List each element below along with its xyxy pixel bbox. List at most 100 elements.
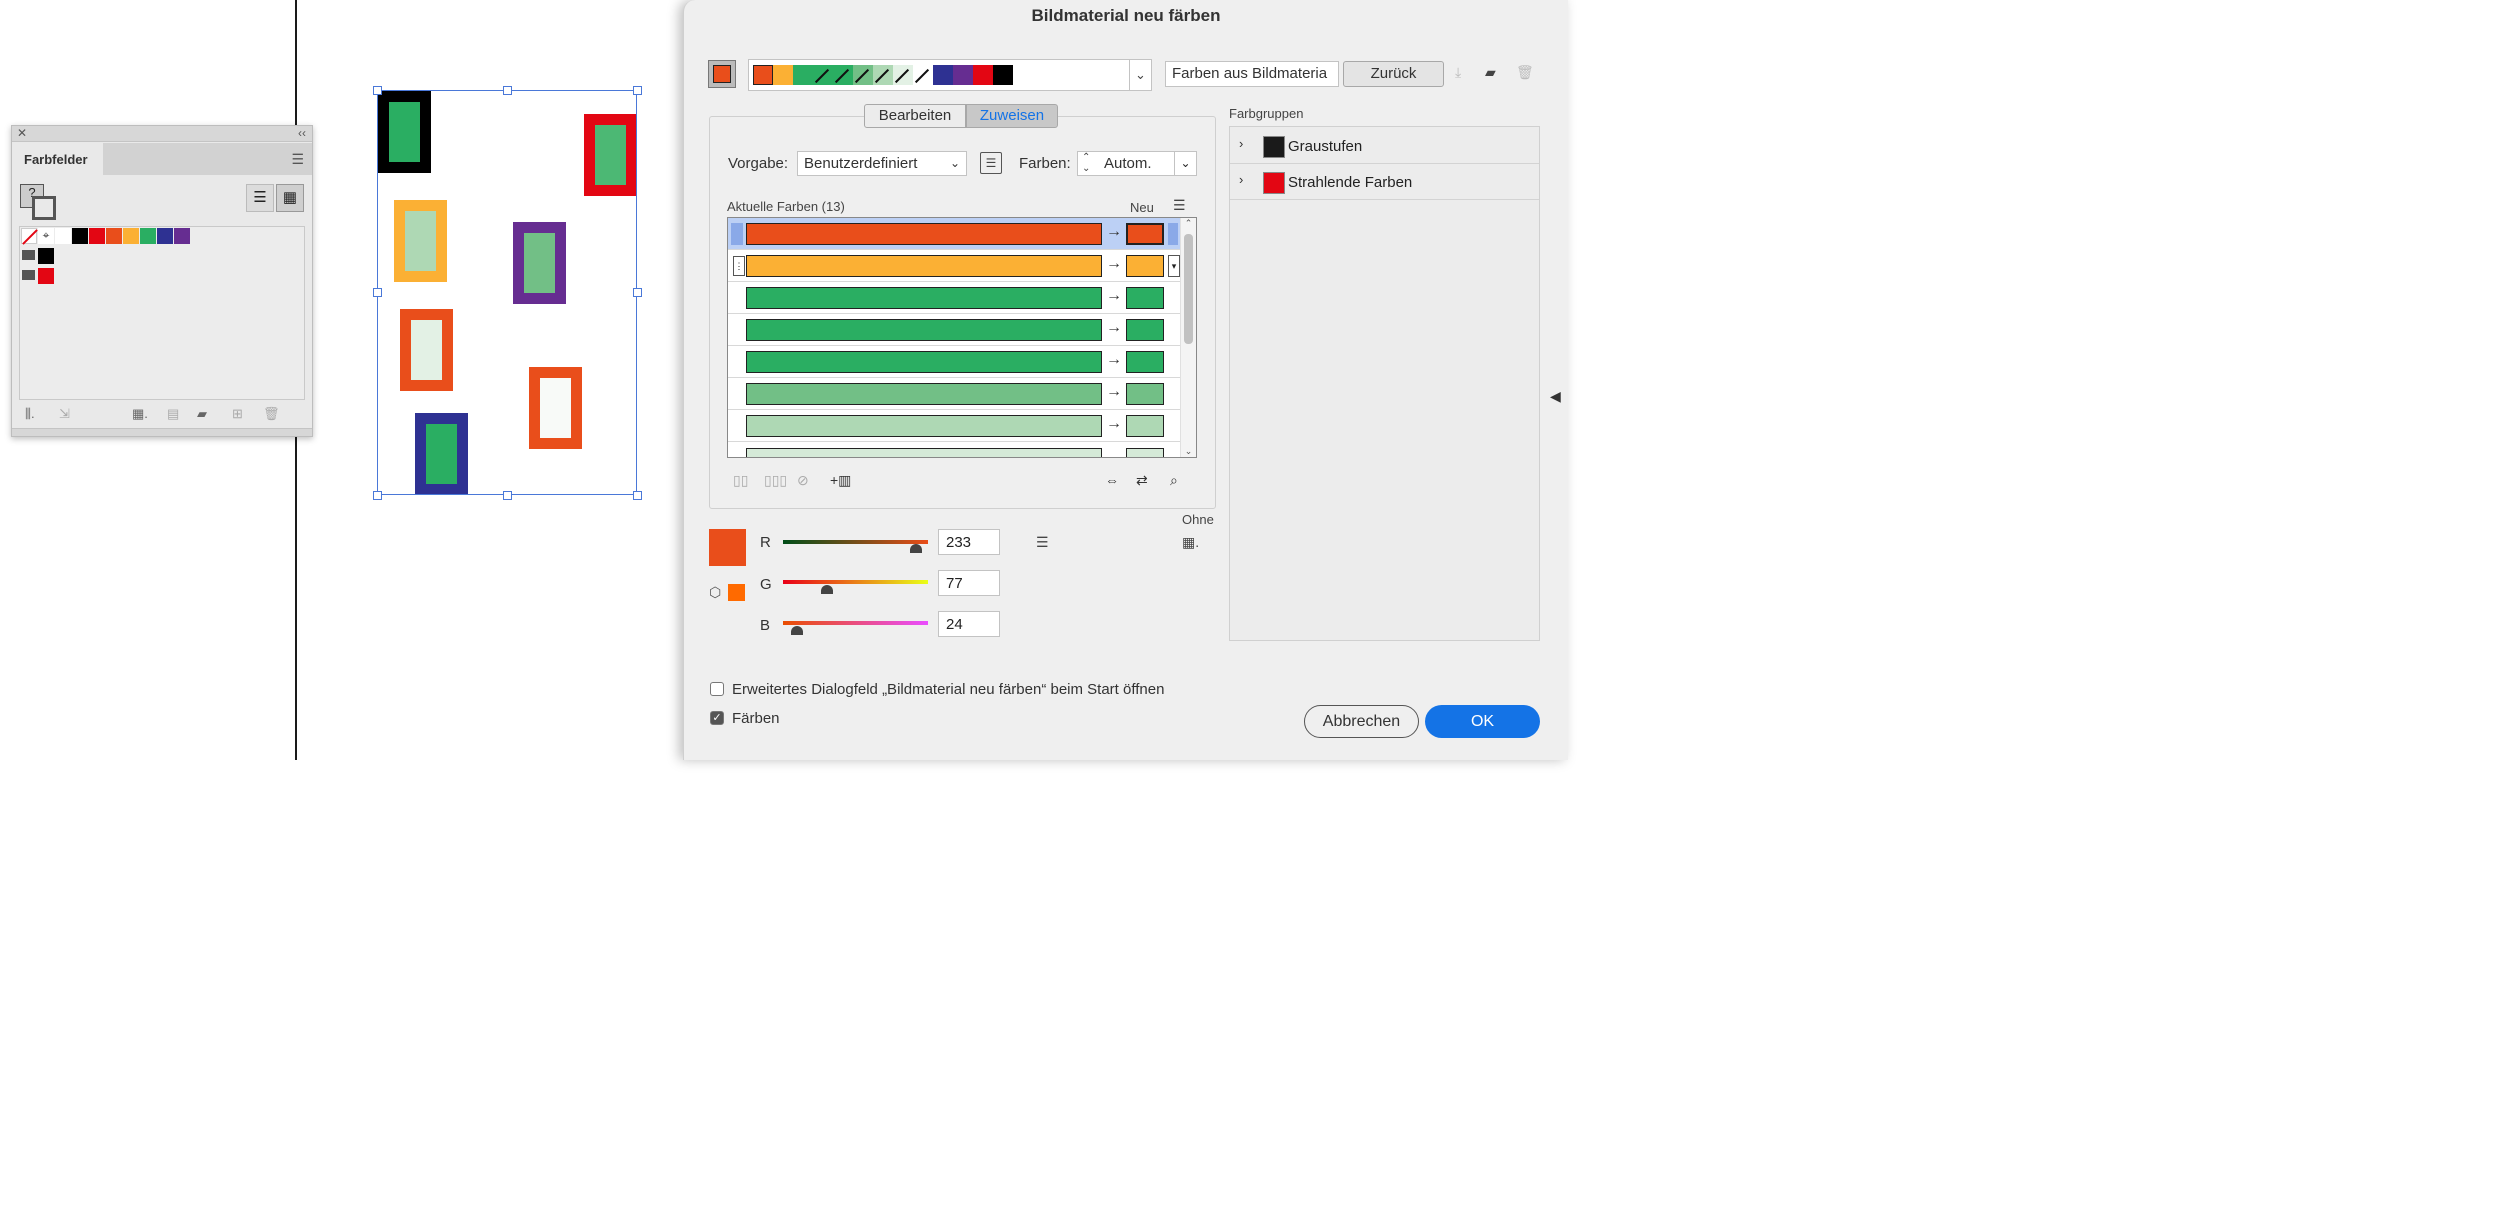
randomize-order-icon[interactable]: ⇔ — [1105, 472, 1119, 488]
swatch-red[interactable] — [89, 228, 105, 244]
find-in-artwork-icon[interactable]: ⌕ — [1170, 472, 1178, 488]
list-view-button[interactable]: ☰ — [246, 184, 274, 212]
strip-color-6[interactable] — [853, 65, 873, 85]
current-color-swatch[interactable] — [708, 60, 736, 88]
selection-handle[interactable] — [503, 86, 512, 95]
selection-handle[interactable] — [633, 86, 642, 95]
arrow-icon[interactable]: → — [1106, 351, 1122, 368]
color-source-field[interactable]: Farben aus Bildmateria — [1165, 61, 1339, 87]
art-rect-black[interactable] — [378, 91, 431, 173]
new-color-box[interactable] — [1126, 448, 1164, 457]
color-group-row[interactable]: › Strahlende Farben — [1230, 164, 1539, 200]
selection-bounding-box[interactable] — [377, 90, 637, 495]
color-row[interactable]: → — [728, 378, 1180, 410]
green-slider[interactable] — [783, 580, 928, 584]
art-rect-yellow[interactable] — [394, 200, 447, 282]
selection-handle[interactable] — [373, 491, 382, 500]
white-swatch[interactable] — [55, 228, 71, 244]
new-color-box[interactable] — [1126, 383, 1164, 405]
art-rect-purple[interactable] — [513, 222, 566, 304]
red-slider[interactable] — [783, 540, 928, 544]
randomize-saturation-icon[interactable]: ⇄ — [1136, 472, 1148, 488]
blue-slider-thumb[interactable] — [791, 626, 803, 635]
folder-icon[interactable]: ▰ — [1485, 64, 1496, 80]
strip-color-10[interactable] — [933, 65, 953, 85]
new-group-folder-icon[interactable]: ▰ — [197, 406, 207, 421]
preset-select[interactable]: Benutzerdefiniert ⌄ — [797, 151, 967, 176]
panel-menu-icon[interactable]: ☰ — [291, 151, 304, 167]
swatch-yellow[interactable] — [123, 228, 139, 244]
green-slider-thumb[interactable] — [821, 585, 833, 594]
preset-options-icon[interactable]: ☰ — [980, 152, 1002, 174]
new-color-box[interactable] — [1126, 255, 1164, 277]
arrow-icon[interactable]: → — [1106, 287, 1122, 304]
strip-color-9[interactable] — [913, 65, 933, 85]
library-icon[interactable]: ⫼. — [25, 406, 35, 421]
drag-handle-icon[interactable]: ⋮ — [733, 256, 745, 276]
color-row[interactable]: → — [728, 346, 1180, 378]
strip-color-11[interactable] — [953, 65, 973, 85]
list-menu-icon[interactable]: ☰ — [1173, 197, 1186, 213]
group-swatch-black[interactable] — [38, 248, 54, 264]
fill-stroke-icon[interactable]: ? — [20, 184, 58, 222]
strip-color-8[interactable] — [893, 65, 913, 85]
tab-swatches[interactable]: Farbfelder — [13, 143, 103, 175]
swatch-blue[interactable] — [157, 228, 173, 244]
tab-edit[interactable]: Bearbeiten — [864, 104, 966, 128]
current-color-bar[interactable] — [746, 415, 1102, 437]
color-row[interactable]: ⋮ → ▾ — [728, 250, 1180, 282]
blue-slider[interactable] — [783, 621, 928, 625]
color-group-row[interactable]: › Graustufen — [1230, 128, 1539, 164]
advanced-dialog-checkbox[interactable] — [710, 682, 724, 696]
colors-stepper[interactable]: ⌃ ⌄ Autom. ⌄ — [1077, 151, 1197, 176]
color-row[interactable]: → — [728, 410, 1180, 442]
registration-swatch[interactable]: ⌖ — [38, 228, 54, 244]
swatch-orange[interactable] — [106, 228, 122, 244]
strip-color-3[interactable] — [793, 65, 813, 85]
color-strip[interactable]: ⌄ — [748, 59, 1152, 91]
art-rect-orange-2[interactable] — [529, 367, 582, 449]
new-row-icon[interactable]: +▥ — [830, 472, 852, 488]
folder-icon[interactable] — [22, 250, 35, 260]
chevron-right-icon[interactable]: › — [1239, 172, 1244, 187]
swatch-green[interactable] — [140, 228, 156, 244]
color-row[interactable]: → — [728, 218, 1180, 250]
new-color-box[interactable] — [1126, 287, 1164, 309]
strip-color-4[interactable] — [813, 65, 833, 85]
scrollbar-thumb[interactable] — [1184, 234, 1193, 344]
out-of-gamut-swatch[interactable] — [728, 584, 745, 601]
swatch-black[interactable] — [72, 228, 88, 244]
red-slider-thumb[interactable] — [910, 544, 922, 553]
collapse-icon[interactable]: ‹‹ — [298, 126, 306, 140]
scrollbar[interactable]: ⌃ ⌄ — [1180, 218, 1196, 457]
new-color-box[interactable] — [1126, 351, 1164, 373]
current-color-bar[interactable] — [746, 223, 1102, 245]
chevron-down-icon[interactable]: ⌄ — [1174, 152, 1196, 175]
arrow-icon[interactable]: → — [1106, 319, 1122, 336]
current-color-bar[interactable] — [746, 383, 1102, 405]
strip-color-7[interactable] — [873, 65, 893, 85]
art-rect-blue[interactable] — [415, 413, 468, 495]
close-icon[interactable]: ✕ — [17, 126, 28, 140]
selection-handle[interactable] — [373, 288, 382, 297]
swatch-purple[interactable] — [174, 228, 190, 244]
arrow-icon[interactable]: → — [1106, 415, 1122, 432]
arrow-icon[interactable]: → — [1106, 383, 1122, 400]
color-row[interactable]: → — [728, 314, 1180, 346]
back-button[interactable]: Zurück — [1343, 61, 1444, 87]
collapse-panel-icon[interactable]: ◀ — [1550, 388, 1561, 404]
ok-button[interactable]: OK — [1425, 705, 1540, 738]
arrow-icon[interactable]: → — [1106, 255, 1122, 272]
strip-color-2[interactable] — [773, 65, 793, 85]
tab-assign[interactable]: Zuweisen — [966, 104, 1058, 128]
selection-handle[interactable] — [503, 491, 512, 500]
selection-handle[interactable] — [633, 288, 642, 297]
chevron-down-icon[interactable]: ⌄ — [1129, 60, 1151, 90]
swatch-kind-icon[interactable]: ▦. — [132, 406, 148, 421]
grid-view-button[interactable]: ▦ — [276, 184, 304, 212]
color-row[interactable] — [728, 442, 1180, 457]
blue-value-input[interactable]: 24 — [938, 611, 1000, 637]
chevron-right-icon[interactable]: › — [1239, 136, 1244, 151]
none-swatch[interactable] — [21, 228, 38, 245]
selection-handle[interactable] — [633, 491, 642, 500]
